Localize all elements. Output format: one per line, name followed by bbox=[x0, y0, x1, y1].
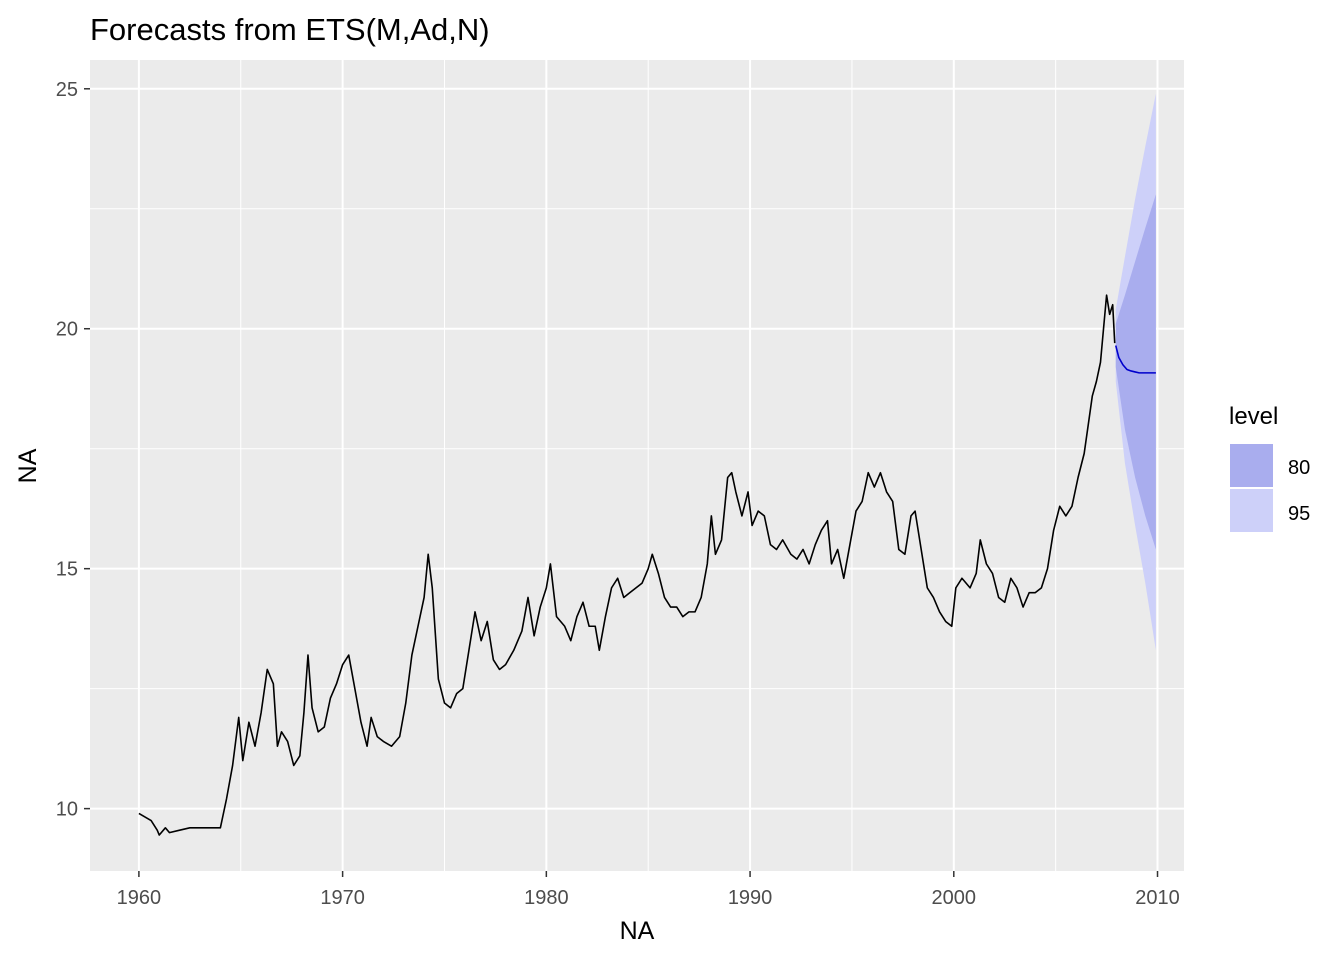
legend-title: level bbox=[1229, 403, 1278, 430]
legend: level 80 95 bbox=[1229, 403, 1310, 532]
x-tick-label: 1970 bbox=[320, 887, 365, 909]
minor-gridlines bbox=[90, 60, 1184, 930]
y-axis-title: NA bbox=[14, 448, 42, 483]
axis-ticks bbox=[84, 88, 1159, 877]
y-tick-label: 25 bbox=[56, 79, 78, 101]
y-tick-label: 15 bbox=[56, 559, 78, 581]
chart-title: Forecasts from ETS(M,Ad,N) bbox=[90, 12, 490, 47]
legend-key-80 bbox=[1230, 444, 1273, 487]
x-tick-label: 1960 bbox=[117, 887, 162, 909]
x-tick-label: 1980 bbox=[524, 887, 569, 909]
y-tick-label: 20 bbox=[56, 319, 78, 341]
y-tick-label: 10 bbox=[56, 799, 78, 821]
legend-label-95: 95 bbox=[1288, 503, 1310, 525]
series-lines bbox=[138, 294, 1156, 836]
plot-panel bbox=[90, 60, 1184, 871]
x-axis-title: NA bbox=[620, 917, 655, 945]
x-tick-label: 2000 bbox=[932, 887, 977, 909]
series-line-forecast bbox=[1114, 345, 1156, 374]
major-gridlines bbox=[90, 60, 1184, 871]
series-line-observed bbox=[138, 294, 1116, 836]
legend-key-95 bbox=[1230, 489, 1273, 532]
legend-label-80: 80 bbox=[1288, 457, 1310, 479]
x-tick-label: 2010 bbox=[1135, 887, 1180, 909]
x-tick-label: 1990 bbox=[728, 887, 773, 909]
